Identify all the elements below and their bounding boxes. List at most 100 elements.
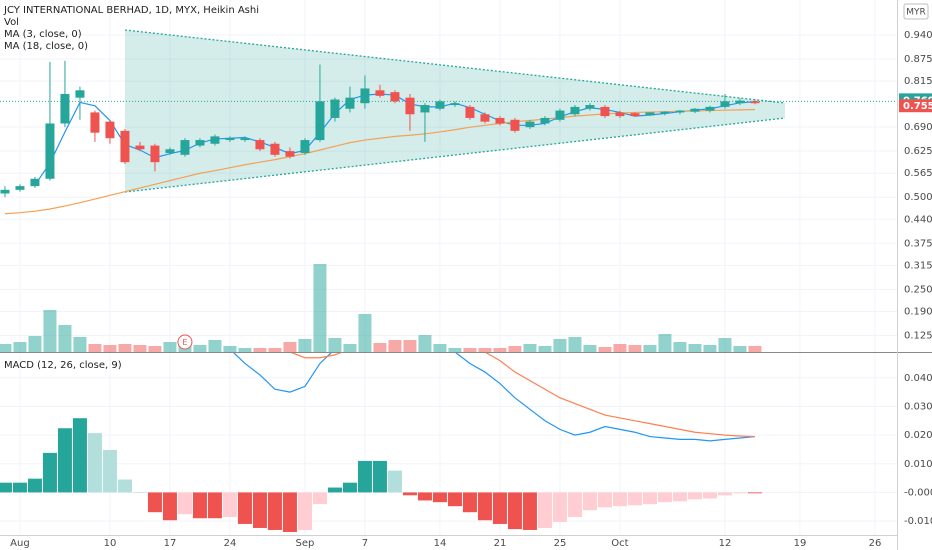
volume-bar: [688, 344, 702, 352]
volume-bar: [418, 335, 432, 352]
volume-bar: [148, 346, 162, 352]
volume-bar: [493, 348, 507, 352]
histogram-bar: [747, 492, 762, 494]
volume-bar: [568, 337, 582, 352]
histogram-bar: [132, 492, 147, 493]
candle-body: [750, 101, 760, 104]
currency-label: MYR: [906, 8, 926, 18]
triangle-lower-edge: [124, 117, 786, 193]
y-tick-label: 0.625: [904, 146, 932, 157]
volume-bar: [718, 338, 732, 352]
y-tick-label: 0.690: [904, 122, 932, 133]
candle-body: [585, 105, 595, 109]
candle-body: [495, 117, 505, 124]
volume-bar: [433, 344, 447, 352]
volume-bar: [103, 345, 117, 352]
candle-body: [510, 119, 520, 131]
candle-body: [285, 151, 295, 157]
candle-body: [660, 111, 670, 114]
histogram-bar: [642, 492, 657, 505]
histogram-bar: [27, 478, 42, 493]
y-tick-label: 0.030: [904, 401, 932, 412]
histogram-bar: [522, 492, 537, 530]
candle-body: [480, 114, 490, 122]
volume-bar: [403, 340, 417, 352]
candle-body: [0, 189, 10, 194]
volume-bar: [508, 346, 522, 352]
candle-body: [420, 105, 430, 113]
histogram-bar: [12, 482, 27, 493]
triangle-upper-edge: [124, 29, 786, 104]
macd-pane: [0, 353, 762, 532]
candle-body: [375, 90, 385, 96]
volume-bar: [223, 346, 237, 352]
price-badge-label: 0.755: [903, 101, 932, 112]
volume-bar: [733, 346, 747, 352]
y-tick-label: 0.815: [904, 76, 932, 87]
candle-body: [435, 101, 445, 109]
volume-bar: [28, 336, 42, 352]
volume-bar: [373, 343, 387, 352]
y-tick-label: 0.940: [904, 30, 932, 41]
y-tick-label: 0.190: [904, 306, 932, 317]
macd-title: MACD (12, 26, close, 9): [4, 360, 122, 371]
volume-bar: [523, 344, 537, 352]
histogram-bar: [702, 492, 717, 499]
earnings-marker: [177, 334, 193, 350]
volume-bar: [463, 348, 477, 352]
candle-body: [705, 106, 715, 111]
candle-body: [690, 108, 700, 112]
histogram-bar: [0, 482, 12, 493]
candle-body: [600, 106, 610, 117]
y-tick-label: 0.375: [904, 238, 932, 249]
legend-ma18: MA (18, close, 0): [4, 41, 88, 52]
macd-line: [233, 353, 756, 442]
y-tick-label: 0.010: [904, 459, 932, 470]
x-tick-label: Aug: [10, 538, 30, 549]
volume-bar: [193, 345, 207, 352]
candle-body: [195, 140, 205, 146]
x-tick-label: 17: [164, 538, 177, 549]
histogram-bar: [612, 492, 627, 507]
candle-body: [405, 97, 415, 115]
volume-bar: [268, 348, 282, 352]
volume-bar: [163, 342, 177, 352]
x-tick-label: Sep: [296, 538, 315, 549]
candle-body: [720, 101, 730, 107]
histogram-bar: [42, 452, 57, 493]
candle-body: [75, 90, 85, 98]
histogram-bar: [252, 492, 267, 528]
volume-bar: [538, 346, 552, 352]
volume-bar: [298, 339, 312, 352]
histogram-bar: [372, 460, 387, 493]
volume-bar: [658, 334, 672, 352]
histogram-bar: [267, 492, 282, 530]
volume-bar: [643, 345, 657, 352]
histogram-bar: [492, 492, 507, 524]
y-tick-label: 0.125: [904, 330, 932, 341]
histogram-bar: [447, 492, 462, 507]
candle-body: [390, 92, 400, 102]
x-tick-label: Oct: [611, 538, 628, 549]
volume-bar: [73, 337, 87, 352]
histogram-bar: [327, 487, 342, 493]
candle-body: [645, 112, 655, 116]
volume-bar: [388, 340, 402, 352]
volume-bar: [133, 345, 147, 352]
volume-bar: [598, 347, 612, 352]
volume-bar: [328, 338, 342, 352]
price-pane: E: [0, 60, 897, 352]
candle-body: [150, 145, 160, 163]
x-tick-label: 25: [554, 538, 567, 549]
histogram-bar: [537, 492, 552, 528]
histogram-bar: [162, 492, 177, 521]
histogram-bar: [687, 492, 702, 500]
volume-bar: [253, 348, 267, 352]
histogram-bar: [552, 492, 567, 522]
candle-body: [165, 149, 175, 153]
y-tick-label: 0.315: [904, 260, 932, 271]
candle-body: [345, 97, 355, 109]
volume-bar: [13, 342, 27, 352]
candle-body: [180, 140, 190, 155]
